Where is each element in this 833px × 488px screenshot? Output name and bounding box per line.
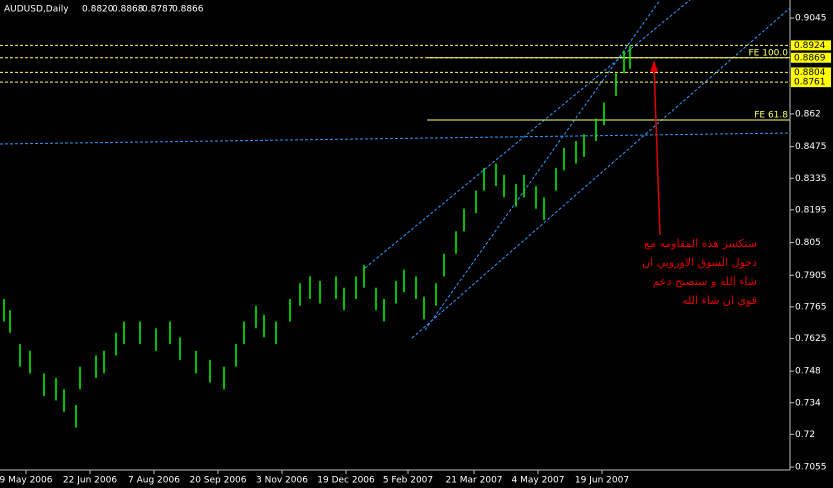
x-tick-label: 22 Jun 2006 bbox=[63, 476, 117, 486]
y-tick-label: 0.805 bbox=[795, 238, 821, 248]
arrow-head bbox=[650, 60, 658, 72]
fib-label: FE 61.8 bbox=[754, 111, 788, 121]
y-tick-label: 0.734 bbox=[795, 398, 821, 408]
y-tick-label: 0.72 bbox=[795, 430, 815, 440]
y-tick-label: 0.7625 bbox=[795, 334, 827, 344]
x-tick-label: 3 Nov 2006 bbox=[256, 476, 308, 486]
y-tick-label: 0.7765 bbox=[795, 302, 827, 312]
level-box bbox=[791, 40, 831, 51]
y-tick-label: 0.8475 bbox=[795, 142, 827, 152]
level-box bbox=[791, 52, 831, 63]
y-tick-label: 0.9045 bbox=[795, 14, 827, 24]
annotation-line: ستكسر هذه المقاومه مع bbox=[644, 237, 757, 250]
level-box bbox=[791, 77, 831, 88]
x-tick-label: 9 May 2006 bbox=[0, 476, 53, 486]
level-label: 0.8924 bbox=[794, 41, 826, 51]
level-box bbox=[791, 67, 831, 78]
y-tick-label: 0.862 bbox=[795, 109, 821, 119]
arrow bbox=[653, 65, 661, 236]
y-tick-label: 0.8195 bbox=[795, 205, 827, 215]
x-tick-label: 5 Feb 2007 bbox=[383, 476, 433, 486]
annotation-line: قوي ان شاء الله bbox=[682, 294, 757, 307]
y-tick-label: 0.8335 bbox=[795, 174, 827, 184]
y-tick-label: 0.7055 bbox=[795, 463, 827, 473]
level-label: 0.8869 bbox=[794, 53, 826, 63]
level-label: 0.8761 bbox=[794, 78, 826, 88]
quote-low: 0.8787 bbox=[142, 5, 174, 15]
x-tick-label: 4 May 2007 bbox=[512, 476, 565, 486]
fib-label: FE 100.0 bbox=[749, 48, 789, 58]
x-tick-label: 21 Mar 2007 bbox=[445, 476, 502, 486]
channel-lines bbox=[0, 0, 791, 339]
x-tick-label: 7 Aug 2006 bbox=[128, 476, 180, 486]
symbol: AUDUSD,Daily bbox=[4, 5, 69, 15]
quote-open: 0.8820 bbox=[82, 5, 114, 15]
annotation-line: شاء الله و ستصبح دعم bbox=[653, 275, 757, 288]
x-tick-label: 20 Sep 2006 bbox=[189, 476, 246, 486]
x-tick-label: 19 Jun 2007 bbox=[575, 476, 629, 486]
quote-high: 0.8868 bbox=[112, 5, 144, 15]
annotation-line: دخول السوق الاوروبي ان bbox=[642, 256, 757, 269]
quote-close: 0.8866 bbox=[172, 5, 204, 15]
x-tick-label: 19 Dec 2006 bbox=[317, 476, 375, 486]
level-label: 0.8804 bbox=[794, 68, 826, 78]
y-tick-label: 0.7905 bbox=[795, 271, 827, 281]
annotation: ستكسر هذه المقاومه مع دخول السوق الاوروب… bbox=[642, 237, 757, 307]
y-tick-label: 0.748 bbox=[795, 367, 821, 377]
